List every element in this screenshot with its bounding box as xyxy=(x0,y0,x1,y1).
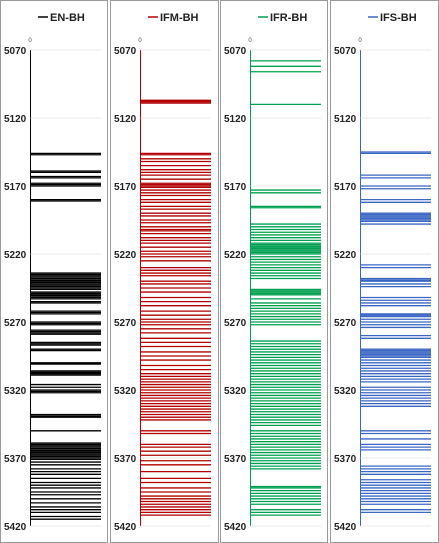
y-tick-ifm-bh-5120: 5120 xyxy=(114,114,137,125)
y-tick-ifm-bh-5320: 5320 xyxy=(114,386,137,397)
y-tick-ifm-bh-5270: 5270 xyxy=(114,318,137,329)
y-tick-ifm-bh-5220: 5220 xyxy=(114,250,137,261)
legend-ifm-bh-label: IFM-BH xyxy=(160,12,199,24)
y-tick-en-bh-5070: 5070 xyxy=(4,46,27,57)
y-tick-ifr-bh-5270: 5270 xyxy=(224,318,247,329)
y-tick-en-bh-5420: 5420 xyxy=(4,522,27,533)
y-tick-en-bh-5170: 5170 xyxy=(4,182,27,193)
y-tick-ifs-bh-5270: 5270 xyxy=(334,318,357,329)
y-tick-ifr-bh-5370: 5370 xyxy=(224,454,247,465)
y-tick-ifr-bh-5220: 5220 xyxy=(224,250,247,261)
y-tick-ifm-bh-5420: 5420 xyxy=(114,522,137,533)
y-tick-ifm-bh-5070: 5070 xyxy=(114,46,137,57)
y-tick-ifr-bh-5070: 5070 xyxy=(224,46,247,57)
legend-en-bh-label: EN-BH xyxy=(50,12,85,24)
y-tick-ifr-bh-5320: 5320 xyxy=(224,386,247,397)
x-tick-ifs-bh: 0 xyxy=(358,38,362,44)
y-tick-ifr-bh-5120: 5120 xyxy=(224,114,247,125)
legend-ifr-bh-label: IFR-BH xyxy=(270,12,307,24)
legend-ifs-bh-label: IFS-BH xyxy=(380,12,417,24)
y-tick-en-bh-5120: 5120 xyxy=(4,114,27,125)
y-tick-ifm-bh-5370: 5370 xyxy=(114,454,137,465)
y-tick-ifs-bh-5320: 5320 xyxy=(334,386,357,397)
y-tick-en-bh-5270: 5270 xyxy=(4,318,27,329)
y-tick-en-bh-5370: 5370 xyxy=(4,454,27,465)
x-tick-ifr-bh: 0 xyxy=(248,38,252,44)
y-tick-ifr-bh-5420: 5420 xyxy=(224,522,247,533)
y-tick-en-bh-5220: 5220 xyxy=(4,250,27,261)
y-tick-en-bh-5320: 5320 xyxy=(4,386,27,397)
x-tick-ifm-bh: 0 xyxy=(138,38,142,44)
y-tick-ifr-bh-5170: 5170 xyxy=(224,182,247,193)
y-tick-ifs-bh-5370: 5370 xyxy=(334,454,357,465)
y-tick-ifs-bh-5420: 5420 xyxy=(334,522,357,533)
y-tick-ifs-bh-5220: 5220 xyxy=(334,250,357,261)
y-tick-ifm-bh-5170: 5170 xyxy=(114,182,137,193)
x-tick-en-bh: 0 xyxy=(28,38,32,44)
y-tick-ifs-bh-5170: 5170 xyxy=(334,182,357,193)
y-tick-ifs-bh-5120: 5120 xyxy=(334,114,357,125)
y-tick-ifs-bh-5070: 5070 xyxy=(334,46,357,57)
